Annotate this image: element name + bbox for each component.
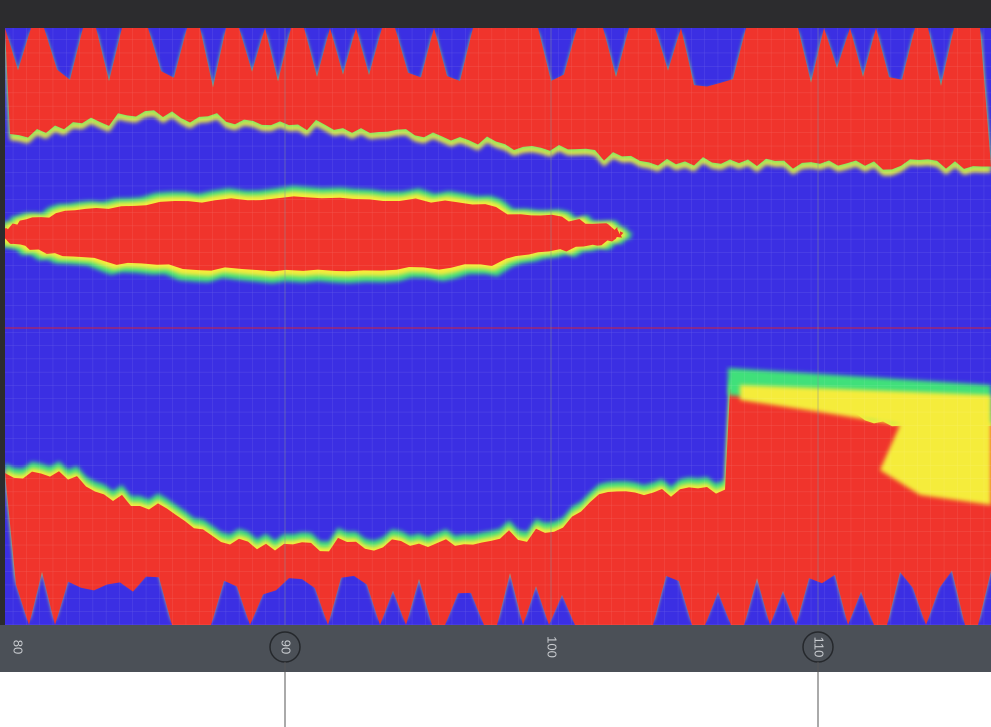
heatmap-view: 80 90 100 110 [0,0,991,727]
axis-label: 90 [279,640,294,654]
axis-label: 110 [812,637,827,658]
grid [5,28,991,625]
axis-bar [0,625,991,672]
top-bar [0,0,991,28]
axis-label: 100 [545,636,560,658]
axis-label: 80 [11,640,26,654]
left-edge [0,28,5,625]
